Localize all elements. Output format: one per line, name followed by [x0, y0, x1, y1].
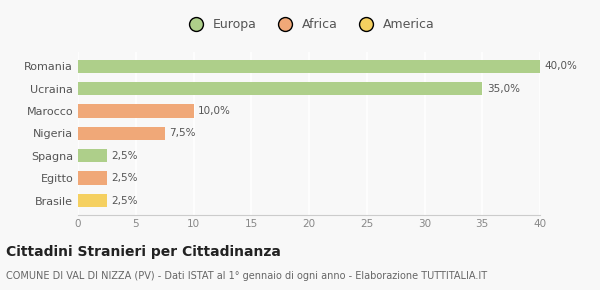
Bar — [78, 149, 107, 162]
Text: COMUNE DI VAL DI NIZZA (PV) - Dati ISTAT al 1° gennaio di ogni anno - Elaborazio: COMUNE DI VAL DI NIZZA (PV) - Dati ISTAT… — [6, 271, 487, 281]
Text: 2,5%: 2,5% — [112, 151, 138, 161]
Bar — [78, 194, 107, 207]
Bar — [78, 104, 193, 118]
Bar — [78, 59, 540, 73]
Text: 2,5%: 2,5% — [112, 195, 138, 206]
Text: 35,0%: 35,0% — [487, 84, 520, 94]
Text: 2,5%: 2,5% — [112, 173, 138, 183]
Bar — [78, 127, 164, 140]
Bar — [78, 82, 482, 95]
Text: 10,0%: 10,0% — [198, 106, 231, 116]
Text: 7,5%: 7,5% — [169, 128, 196, 138]
Legend: Europa, Africa, America: Europa, Africa, America — [178, 13, 440, 36]
Text: 40,0%: 40,0% — [545, 61, 577, 71]
Text: Cittadini Stranieri per Cittadinanza: Cittadini Stranieri per Cittadinanza — [6, 245, 281, 259]
Bar — [78, 171, 107, 185]
